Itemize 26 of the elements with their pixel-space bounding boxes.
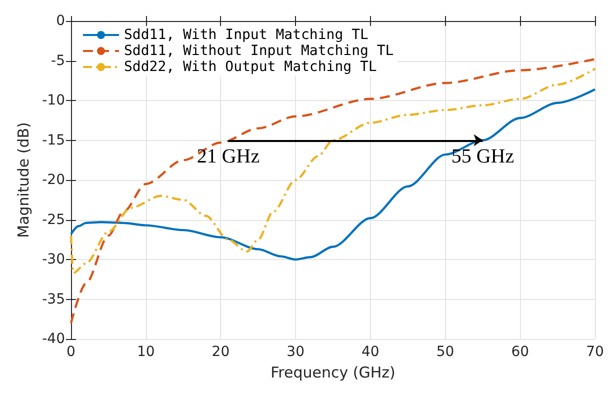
x-tick-label: 70 (586, 344, 604, 360)
x-tick-label: 10 (136, 344, 155, 360)
y-tick-label: -10 (42, 92, 65, 108)
x-tick-label: 20 (212, 344, 230, 360)
legend-label: Sdd11, Without Input Matching TL (124, 43, 394, 59)
y-tick-label: -20 (42, 172, 65, 188)
legend-label: Sdd22, With Output Matching TL (124, 59, 377, 75)
x-tick-label: 30 (286, 344, 304, 360)
x-tick-label: 0 (66, 344, 76, 360)
annotation: 21 GHz (196, 145, 260, 168)
y-tick-label: -30 (42, 252, 65, 268)
y-tick-label: -5 (51, 52, 65, 69)
legend-label: Sdd11, With Input Matching TL (124, 27, 368, 43)
line-series (70, 58, 596, 324)
x-axis-title: Frequency (GHz) (270, 364, 396, 382)
y-tick-label: -25 (42, 212, 65, 228)
y-tick-label: -15 (42, 132, 65, 148)
x-tick-label: 50 (436, 344, 454, 360)
annotation: 55 GHz (451, 145, 514, 168)
y-tick-label: -35 (42, 291, 65, 308)
y-tick-label: -40 (42, 331, 65, 347)
y-axis-title: Magnitude (dB) (14, 122, 33, 238)
x-tick-label: 60 (511, 344, 530, 360)
x-tick-label: 40 (362, 344, 380, 360)
y-tick-label: 0 (56, 13, 65, 29)
line-series (70, 88, 596, 261)
